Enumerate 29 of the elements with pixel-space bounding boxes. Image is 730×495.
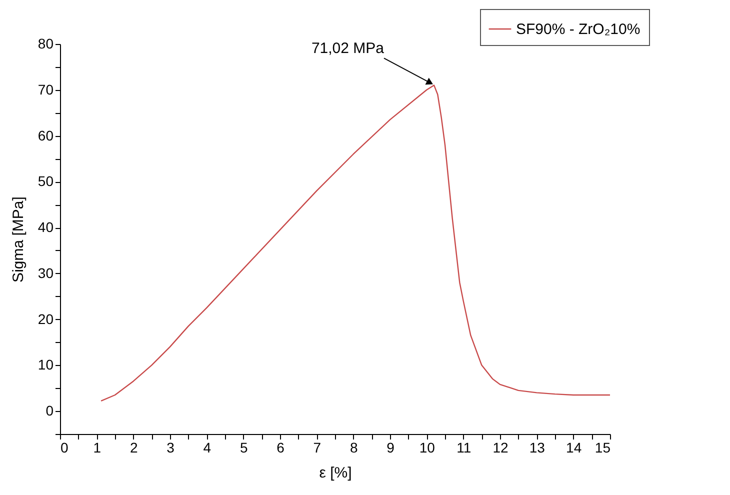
annotation: 71,02 MPa	[311, 40, 385, 58]
x-tick-label: 12	[492, 440, 508, 456]
x-tick-label: 9	[386, 440, 395, 456]
y-tick-label: 30	[38, 264, 54, 281]
y-tick-label: 80	[38, 36, 54, 52]
x-tick-label: 7	[313, 440, 322, 456]
x-tick-label: 8	[350, 440, 358, 456]
legend-label: SF90% - ZrO₂10%	[516, 21, 640, 38]
x-tick-label: 11	[456, 440, 472, 456]
y-tick-label: 10	[38, 356, 54, 373]
y-tick-label: 0	[46, 402, 54, 419]
x-tick-label: 13	[529, 440, 546, 456]
x-tick-label: 3	[166, 440, 175, 456]
y-tick-label: 20	[38, 310, 54, 327]
x-tick-label: 2	[130, 440, 138, 456]
x-tick-label: 5	[240, 440, 248, 456]
y-tick-label: 60	[38, 127, 54, 144]
x-tick-label: 6	[276, 440, 285, 456]
y-tick-label: 50	[38, 173, 54, 190]
y-tick-label: 70	[38, 81, 54, 98]
x-tick-label: 14	[566, 440, 582, 456]
x-tick-label: 1	[93, 440, 102, 456]
x-tick-label: 0	[60, 440, 68, 456]
x-tick-label: 15	[594, 440, 611, 456]
x-axis-title: ε [%]	[319, 464, 352, 482]
y-axis-title: Sigma [MPa]	[10, 196, 27, 282]
x-tick-label: 4	[203, 440, 212, 456]
x-tick-label: 10	[419, 440, 436, 456]
y-tick-label: 40	[38, 219, 54, 236]
